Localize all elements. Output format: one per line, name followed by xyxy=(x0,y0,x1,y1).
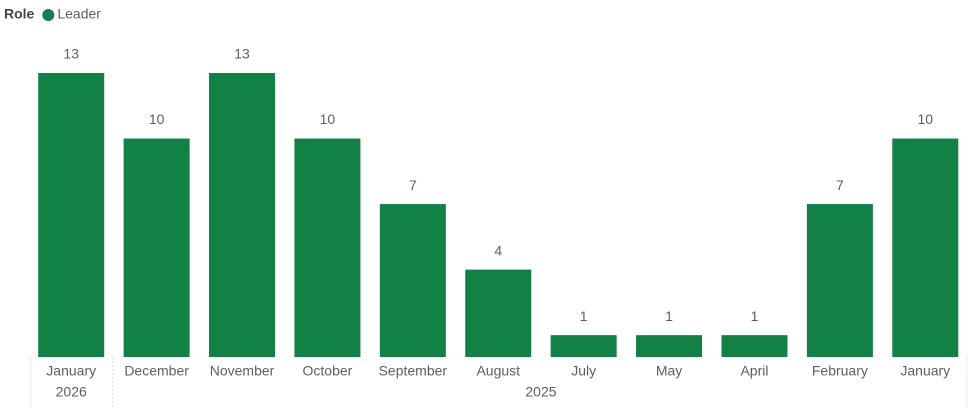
data-label: 7 xyxy=(836,177,844,193)
legend-label: Leader xyxy=(57,6,101,22)
data-label: 13 xyxy=(63,46,79,62)
bar xyxy=(636,335,703,357)
bar xyxy=(209,73,276,357)
x-tick-label: September xyxy=(379,363,448,379)
bar xyxy=(123,138,190,357)
legend-marker xyxy=(42,9,55,21)
data-label: 10 xyxy=(149,111,165,127)
x-tick-label: February xyxy=(812,363,868,379)
x-tick-label: October xyxy=(303,363,353,379)
data-label: 10 xyxy=(918,111,934,127)
bar xyxy=(550,335,617,357)
x-tick-label: July xyxy=(571,363,596,379)
data-label: 4 xyxy=(494,242,502,258)
data-label: 1 xyxy=(580,308,588,324)
bar xyxy=(892,138,959,357)
x-tick-label: May xyxy=(656,363,682,379)
data-label: 13 xyxy=(234,46,250,62)
bar xyxy=(806,204,873,357)
legend-title: Role xyxy=(4,6,35,22)
x-tick-label: January xyxy=(900,363,950,379)
data-label: 1 xyxy=(665,308,673,324)
x-tick-label: April xyxy=(740,363,768,379)
x-group-label: 2026 xyxy=(56,384,87,400)
bar xyxy=(294,138,361,357)
x-tick-label: December xyxy=(124,363,189,379)
x-group-label: 2025 xyxy=(525,384,556,400)
bar xyxy=(38,73,105,357)
data-label: 7 xyxy=(409,177,417,193)
bar xyxy=(379,204,446,357)
x-tick-label: August xyxy=(476,363,520,379)
x-tick-label: November xyxy=(210,363,275,379)
bar xyxy=(465,269,532,357)
data-label: 1 xyxy=(751,308,759,324)
data-label: 10 xyxy=(320,111,336,127)
bar xyxy=(721,335,788,357)
x-tick-label: January xyxy=(46,363,96,379)
